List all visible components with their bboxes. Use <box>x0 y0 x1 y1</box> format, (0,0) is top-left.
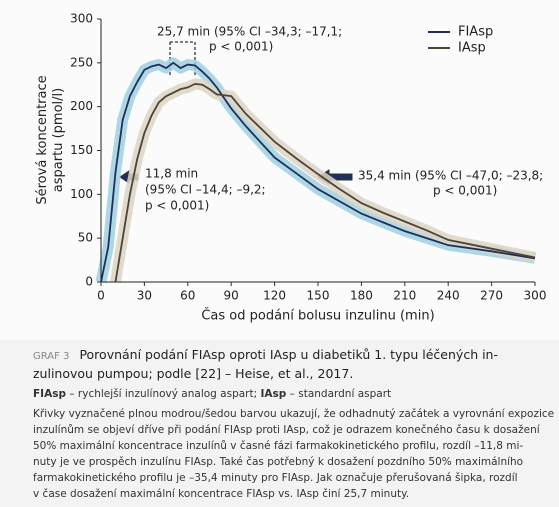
annotation: p < 0,001) <box>145 199 209 213</box>
caption: GRAF 3 Porovnání podání FIAsp oproti IAsp… <box>0 340 559 507</box>
caption-text-line: 50% maximální koncentrace inzulínů v čas… <box>33 440 524 452</box>
def-term: IAsp <box>260 388 287 400</box>
caption-text-line: nuty je ve prospěch inzulínu FIAsp. Také… <box>33 456 524 468</box>
series-line <box>100 61 536 283</box>
y-tick-label: 150 <box>70 143 93 157</box>
caption-title: GRAF 3 Porovnání podání FIAsp oproti IAsp… <box>33 347 498 362</box>
y-tick-label: 100 <box>70 187 93 201</box>
y-axis-label-line: aspartu (pmol/l) <box>51 88 66 192</box>
caption-text-line: Křivky vyznačené plnou modrou/šedou barv… <box>33 408 555 420</box>
chart: Čas od podání bolusu inzulinu (min) Séro… <box>35 12 547 324</box>
x-tick-label: 300 <box>524 289 547 303</box>
annotation: 25,7 min (95% CI –34,3; –17,1; <box>157 25 342 39</box>
y-tick-label: 250 <box>70 55 93 69</box>
caption-text-line: v čase dosažení maximální koncentrace FI… <box>33 488 410 500</box>
x-tick-label: 60 <box>180 289 195 303</box>
caption-text-line: inzulínům se objeví dříve při podání FIA… <box>33 424 540 436</box>
legend-label: IAsp <box>458 41 486 56</box>
def-text: – standardní aspart <box>286 388 392 400</box>
y-axis-label: Sérová koncentraceaspartu (pmol/l) <box>35 75 66 204</box>
y-tick-label: 50 <box>78 231 93 245</box>
caption-title-line: Porovnání podání FIAsp oproti IAsp u dia… <box>79 347 498 362</box>
x-tick-label: 90 <box>224 289 239 303</box>
legend-label: FIAsp <box>458 25 493 40</box>
y-tick-label: 0 <box>85 275 93 289</box>
caption-text-line: farmakokinetického profilu je –35,4 minu… <box>33 472 518 484</box>
x-axis-label: Čas od podání bolusu inzulinu (min) <box>201 308 434 324</box>
y-tick-label: 300 <box>70 12 93 26</box>
caption-label: GRAF 3 <box>33 351 70 362</box>
x-tick-label: 180 <box>350 289 373 303</box>
x-tick-label: 0 <box>97 289 105 303</box>
x-tick-label: 120 <box>263 289 286 303</box>
y-tick-label: 200 <box>70 99 93 113</box>
caption-definitions: FIAsp – rychlejší inzulínový analog aspa… <box>33 388 391 400</box>
x-tick-label: 240 <box>437 289 460 303</box>
annotation: p < 0,001) <box>209 40 273 54</box>
annotation: (95% CI –14,4; –9,2; <box>145 183 266 197</box>
y-axis-label-line: Sérová koncentrace <box>35 75 50 204</box>
series-line <box>114 82 536 283</box>
def-term: FIAsp <box>33 388 66 400</box>
x-tick-label: 30 <box>137 289 152 303</box>
def-text: – rychlejší inzulínový analog aspart; <box>65 388 261 400</box>
annotation: 11,8 min <box>145 167 198 181</box>
x-tick-label: 150 <box>307 289 330 303</box>
x-tick-label: 210 <box>393 289 416 303</box>
x-tick-label: 270 <box>480 289 503 303</box>
annotation: 35,4 min (95% CI –47,0; –23,8; <box>358 169 543 183</box>
annotation: p < 0,001) <box>433 184 497 198</box>
caption-title-line: zulinovou pumpou; podle [22] – Heise, et… <box>33 366 354 381</box>
